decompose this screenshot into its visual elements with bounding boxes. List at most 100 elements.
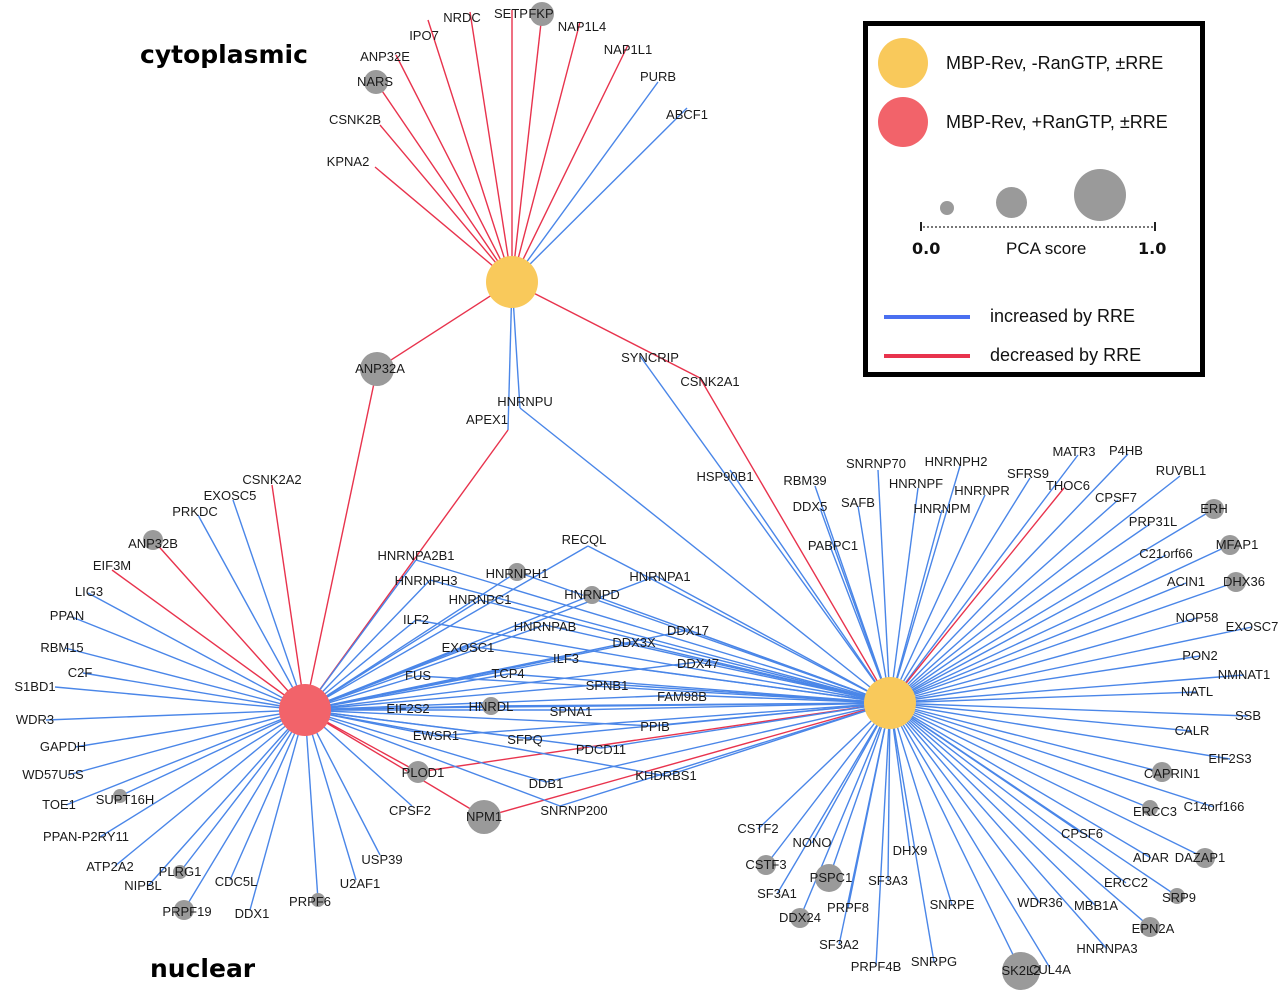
node-srp9 xyxy=(1169,888,1185,904)
label-ewsr1: EWSR1 xyxy=(413,728,459,743)
node-hnrdl xyxy=(482,697,500,715)
edge-prp31l-r xyxy=(889,523,1151,704)
node-dazap1 xyxy=(1195,848,1215,868)
label-prp31l: PRP31L xyxy=(1129,514,1177,529)
label-gapdh: GAPDH xyxy=(40,739,86,754)
label-npm1: NPM1 xyxy=(466,809,502,824)
label-sf3a2: SF3A2 xyxy=(819,937,859,952)
edge-cstf2-r xyxy=(757,702,891,830)
label-natl: NATL xyxy=(1181,684,1213,699)
edge-nmnat1-r xyxy=(889,674,1245,704)
node-plrg1 xyxy=(173,865,187,879)
edge-mfap1-r xyxy=(889,544,1231,704)
edge-khdrbs1-l xyxy=(304,709,667,777)
region-label-cytoplasmic: cytoplasmic xyxy=(140,40,308,69)
label-dhx9: DHX9 xyxy=(893,843,928,858)
edge-snrpe-r xyxy=(889,702,953,906)
edge-cdc5l-l xyxy=(229,709,306,881)
edge-usp39-l xyxy=(304,709,381,856)
edge-csnk2a1-r xyxy=(699,377,891,704)
edge-sfrs9-r xyxy=(889,477,1031,704)
label-nipbl: NIPBL xyxy=(124,878,162,893)
edge-snrnp200-r xyxy=(559,702,891,807)
edge-erh-r xyxy=(889,508,1215,704)
label-ddx47: DDX47 xyxy=(677,656,719,671)
label-cpsf2: CPSF2 xyxy=(389,803,431,818)
label-matr3: MATR3 xyxy=(1052,444,1095,459)
edge-mbb1a-r xyxy=(889,702,1097,907)
label-ppib: PPIB xyxy=(640,719,670,734)
edge-hnrnpa1-r xyxy=(655,575,891,704)
label-ruvbl1: RUVBL1 xyxy=(1156,463,1207,478)
edge-recql-l xyxy=(304,545,589,711)
label-ercc3: ERCC3 xyxy=(1133,804,1177,819)
label-toe1: TOE1 xyxy=(42,797,76,812)
edge-ilf3-r xyxy=(565,658,891,704)
edge-prpf4b-r xyxy=(875,702,891,967)
edge-snrnp70-r xyxy=(877,469,891,704)
edge-caprin1-r xyxy=(889,702,1163,773)
edge-ssb-r xyxy=(889,702,1249,717)
edges-layer xyxy=(45,10,1253,972)
label-fus: FUS xyxy=(405,668,431,683)
label-ppan: PPAN xyxy=(50,608,84,623)
edge-hnrdl-r xyxy=(490,702,891,707)
label-mfap1: MFAP1 xyxy=(1216,537,1259,552)
label-nrdc: NRDC xyxy=(443,10,481,25)
hub-nuclear-yellow xyxy=(864,677,916,729)
edge-ppib-r xyxy=(654,702,891,727)
edge-ilf2-r xyxy=(415,619,891,704)
edge-toe1-l xyxy=(65,709,306,806)
label-abcf1: ABCF1 xyxy=(666,107,708,122)
label-exosc7: EXOSC7 xyxy=(1226,619,1279,634)
edge-spnb1-r xyxy=(606,683,891,704)
node-fkp xyxy=(530,2,554,26)
hub-cytoplasmic-yellow xyxy=(486,256,538,308)
edge-hnrnpab-l xyxy=(304,624,546,711)
edge-hnrnph2-r xyxy=(889,465,961,704)
label-calr: CALR xyxy=(1175,723,1210,738)
label-kpna2: KPNA2 xyxy=(327,154,370,169)
label-plod1: PLOD1 xyxy=(402,765,445,780)
edge-ilf3-l xyxy=(304,658,567,711)
edge-ppan-l xyxy=(71,616,306,711)
label-hnrdl: HNRDL xyxy=(469,699,514,714)
label-ddb1: DDB1 xyxy=(529,776,564,791)
label-exosc5: EXOSC5 xyxy=(204,488,257,503)
label-ddx3x: DDX3X xyxy=(612,635,656,650)
legend-row-increased: increased by RRE xyxy=(884,306,1135,327)
pca-scale-title: PCA score xyxy=(1006,239,1087,258)
label-hnrnpc1: HNRNPC1 xyxy=(449,592,512,607)
label-csnk2a1: CSNK2A1 xyxy=(680,374,739,389)
label-snrpg: SNRPG xyxy=(911,954,957,969)
label-nono: NONO xyxy=(793,835,832,850)
node-prpf6 xyxy=(311,893,325,907)
label-pon2: PON2 xyxy=(1182,648,1217,663)
label-eif3m: EIF3M xyxy=(93,558,131,573)
edge-anp32b-l xyxy=(152,539,306,711)
pca-scale-tick-max xyxy=(1154,222,1156,231)
edge-recql-r xyxy=(587,545,891,704)
edge-hnrnph1-l xyxy=(304,571,518,711)
edge-c2f-l xyxy=(82,672,306,711)
node-hnrnph1 xyxy=(508,563,526,581)
pca-scale-tick-min xyxy=(920,222,922,231)
edge-prpf19-l xyxy=(183,709,306,911)
label-hnrnpab: HNRNPAB xyxy=(514,619,577,634)
yellow-hub-swatch xyxy=(878,38,928,88)
edge-exosc7-r xyxy=(889,626,1253,704)
label-mbb1a: MBB1A xyxy=(1074,898,1118,913)
edge-matr3-r xyxy=(889,454,1079,704)
edge-ddx24-r xyxy=(799,702,891,919)
label-nmnat1: NMNAT1 xyxy=(1218,667,1270,682)
edge-fkp-t xyxy=(511,13,543,283)
hub-nuclear-red xyxy=(279,684,331,736)
edge-rbm15-l xyxy=(64,647,306,711)
edge-anp32a-l xyxy=(304,368,378,711)
label-nap1l1: NAP1L1 xyxy=(604,42,652,57)
edge-epn2a-r xyxy=(889,702,1151,928)
edge-s1bd1-l xyxy=(54,686,306,711)
edge-adar-r xyxy=(889,702,1152,859)
label-recql: RECQL xyxy=(562,532,607,547)
label-c14orf166: C14orf166 xyxy=(1184,799,1245,814)
